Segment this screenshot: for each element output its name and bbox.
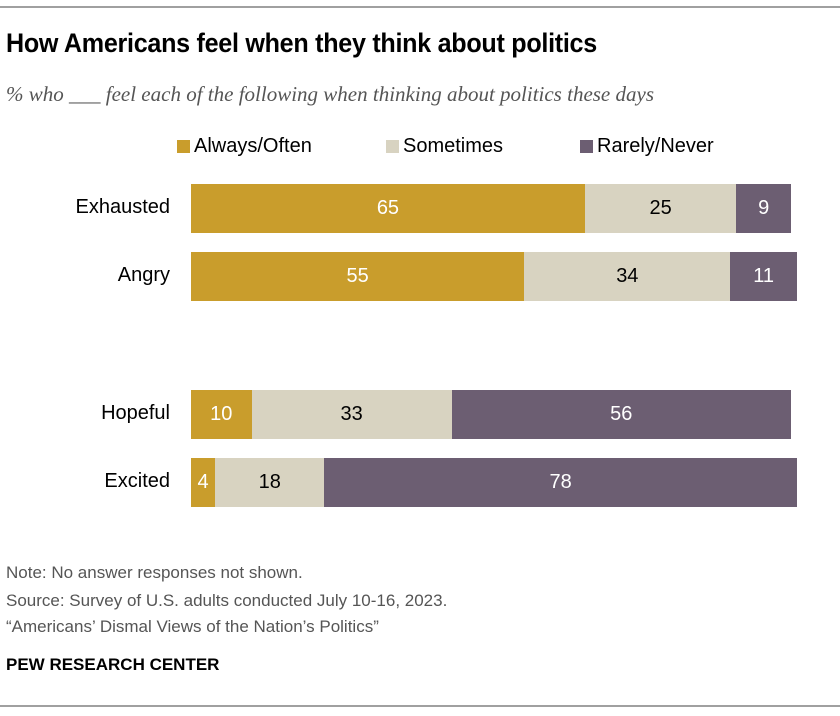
bar-segment: 33 <box>251 390 452 439</box>
bar-segment: 10 <box>191 390 252 439</box>
category-label: Angry <box>117 264 170 286</box>
legend-label: Always/Often <box>194 135 312 157</box>
legend-label: Rarely/Never <box>597 135 714 157</box>
bar-segment: 25 <box>584 184 737 233</box>
bar-segment: 9 <box>736 184 791 233</box>
legend-swatch <box>386 140 399 153</box>
legend-item: Sometimes <box>386 135 503 158</box>
source: Source: Survey of U.S. adults conducted … <box>6 591 448 610</box>
data-label: 56 <box>610 403 633 425</box>
legend-item: Rarely/Never <box>580 135 714 158</box>
bar-segment: 65 <box>191 184 585 233</box>
data-label: 11 <box>753 265 775 287</box>
bar-segment: 55 <box>191 252 525 301</box>
data-label: 10 <box>210 403 233 425</box>
category-label: Excited <box>104 470 170 492</box>
bottom-rule <box>0 705 840 707</box>
data-label: 34 <box>616 265 639 287</box>
bar-segment: 4 <box>191 458 216 507</box>
data-label: 78 <box>549 471 572 493</box>
bar-segment: 11 <box>730 252 797 301</box>
data-label: 33 <box>340 403 363 425</box>
data-label: 9 <box>758 197 770 219</box>
data-label: 25 <box>649 197 672 219</box>
legend-label: Sometimes <box>403 135 504 157</box>
data-label: 4 <box>197 471 209 493</box>
bar-segment: 18 <box>215 458 325 507</box>
chart-title: How Americans feel when they think about… <box>6 28 597 58</box>
note: Note: No answer responses not shown. <box>6 563 303 582</box>
category-label: Hopeful <box>101 402 170 424</box>
legend-swatch <box>580 140 593 153</box>
brand: PEW RESEARCH CENTER <box>6 655 220 674</box>
data-label: 55 <box>346 265 369 287</box>
report-title: “Americans’ Dismal Views of the Nation’s… <box>6 617 379 636</box>
legend-item: Always/Often <box>177 135 312 158</box>
bar-segment: 34 <box>524 252 731 301</box>
bar-segment: 56 <box>451 390 791 439</box>
data-label: 65 <box>376 197 400 219</box>
legend-swatch <box>177 140 190 153</box>
bar-segment: 78 <box>324 458 797 507</box>
top-rule <box>0 6 840 8</box>
chart-subtitle: % who ___ feel each of the following whe… <box>6 82 654 106</box>
category-label: Exhausted <box>75 196 170 218</box>
data-label: 18 <box>258 471 281 493</box>
